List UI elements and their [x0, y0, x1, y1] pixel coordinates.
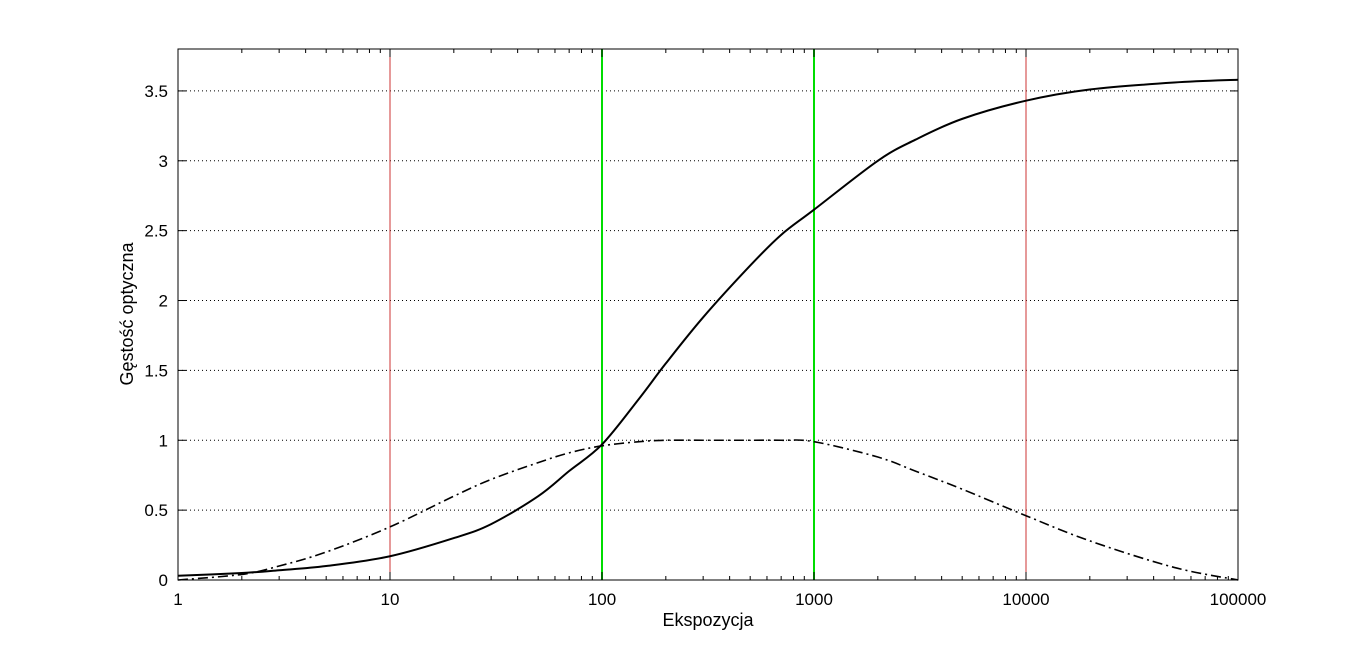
y-axis-label: Gęstość optyczna	[117, 241, 137, 385]
y-tick-label: 3	[159, 152, 168, 171]
axis-ticks: 1 10 100 1000 10000 100000 0 0.5 1 1.5 2 2.5 3 3.5	[144, 49, 1266, 609]
density-curve-solid	[177, 78, 1239, 577]
plot-background	[178, 49, 1238, 580]
x-tick-label: 10000	[1002, 590, 1049, 609]
x-axis-label: Ekspozycja	[662, 610, 754, 630]
x-tick-label: 100	[588, 590, 616, 609]
x-tick-label: 10	[381, 590, 400, 609]
series-lines	[177, 78, 1239, 581]
vertical-reference-lines	[389, 49, 1027, 580]
grid-lines	[178, 90, 1238, 511]
y-tick-label: 1	[159, 431, 168, 450]
curve-dash-dot	[177, 439, 1239, 581]
x-tick-label: 1000	[795, 590, 833, 609]
y-tick-label: 1.5	[144, 361, 168, 380]
plot-frame	[177, 48, 1239, 581]
y-tick-label: 2.5	[144, 222, 168, 241]
x-tick-label: 1	[173, 590, 182, 609]
x-tick-label: 100000	[1210, 590, 1267, 609]
y-tick-label: 0.5	[144, 501, 168, 520]
y-tick-label: 3.5	[144, 82, 168, 101]
y-tick-label: 2	[159, 292, 168, 311]
y-tick-label: 0	[159, 571, 168, 590]
